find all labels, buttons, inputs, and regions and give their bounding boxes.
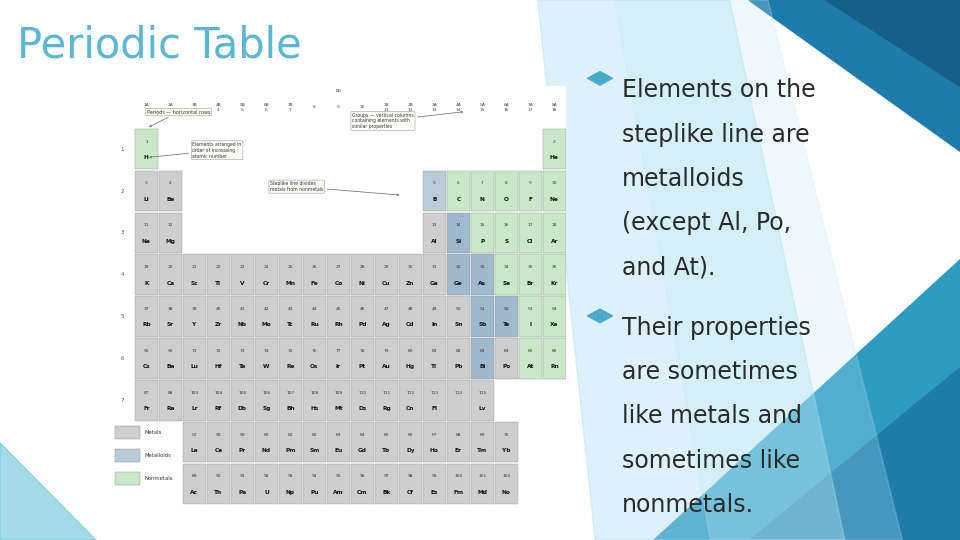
Polygon shape [749,367,960,540]
Text: (except Al, Po,: (except Al, Po, [622,211,791,235]
Text: Periodic Table: Periodic Table [17,24,302,66]
Text: Their properties: Their properties [622,316,811,340]
Text: metalloids: metalloids [622,167,745,191]
Polygon shape [826,0,960,86]
Polygon shape [588,71,612,85]
Text: nonmetals.: nonmetals. [622,493,755,517]
Polygon shape [588,309,612,322]
Polygon shape [653,259,960,540]
Polygon shape [0,443,96,540]
Text: like metals and: like metals and [622,404,803,428]
Polygon shape [614,0,902,540]
Text: sometimes like: sometimes like [622,449,801,472]
Polygon shape [749,0,960,151]
Text: and At).: and At). [622,255,715,279]
Text: are sometimes: are sometimes [622,360,798,384]
Text: steplike line are: steplike line are [622,123,809,146]
Polygon shape [538,0,845,540]
Text: Elements on the: Elements on the [622,78,816,102]
